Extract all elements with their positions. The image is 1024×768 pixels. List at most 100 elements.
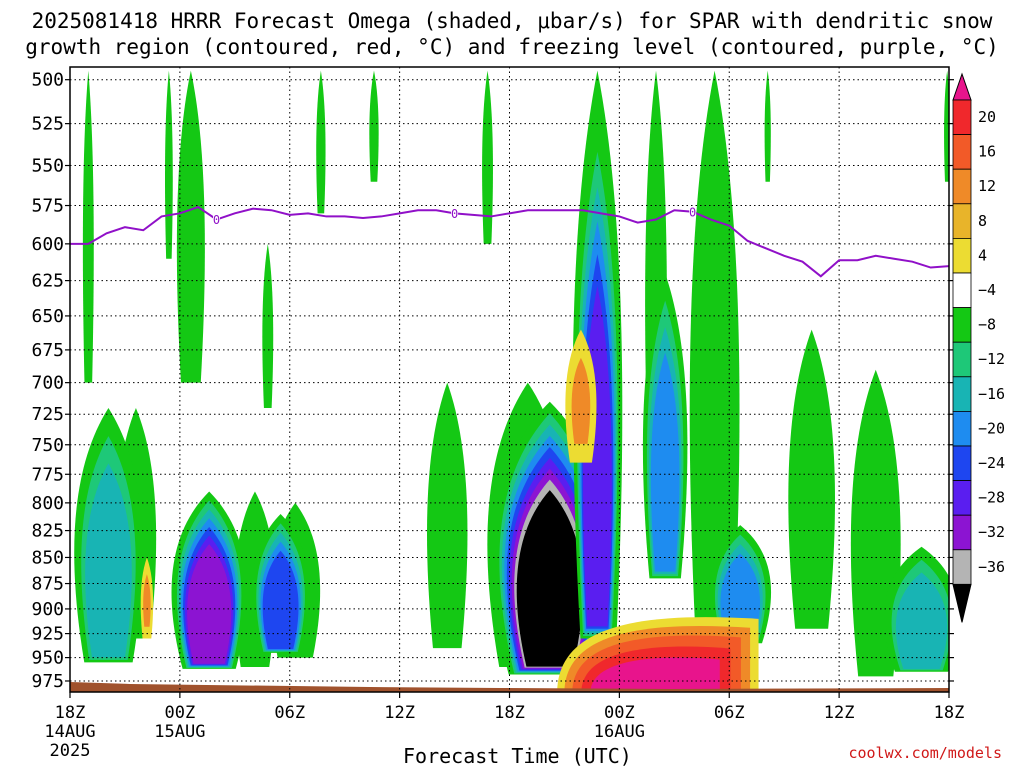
colorbar-band-0 (952, 99, 972, 135)
colorbar-band-1 (952, 134, 972, 170)
y-tick-label-800: 800 (31, 493, 64, 514)
x-tick-label-24: 18Z (494, 703, 525, 723)
weak-descent-4 (316, 70, 326, 214)
x-tick-date-30: 16AUG (594, 722, 645, 742)
colorbar-band-2 (952, 168, 972, 205)
title-line-2: growth region (contoured, red, °C) and f… (25, 35, 999, 59)
omega-shaded-field (74, 70, 949, 692)
colorbar: 20 16 12 8 4 −4 −8 −12 −16 −20 −24 −28 −32 −36 (952, 72, 1005, 623)
colorbar-band-7 (952, 341, 972, 378)
colorbar-band-4 (952, 237, 972, 274)
title-line-1: 2025081418 HRRR Forecast Omega (shaded, … (31, 9, 993, 33)
freezing-label-bg-0 (213, 214, 220, 226)
cell-east-band-2 (895, 572, 948, 670)
chart-title: 2025081418 HRRR Forecast Omega (shaded, … (0, 8, 1024, 60)
y-tick-label-750: 750 (31, 435, 64, 456)
weak-descent-0 (82, 70, 94, 383)
y-axis-ticks: 500 525 550 575 600 625 650 675 700 725 750 775 800 8… (31, 70, 954, 692)
colorbar-label-9: −20 (978, 419, 1005, 437)
x-tick-label-18: 12Z (384, 703, 415, 723)
y-tick-label-875: 875 (31, 574, 64, 595)
mid-ascent-inner (571, 357, 591, 444)
colorbar-band-10 (952, 445, 972, 481)
y-tick-label-500: 500 (31, 70, 64, 91)
colorbar-label-1: 16 (978, 143, 996, 161)
weak-descent-13 (944, 70, 949, 182)
weak-descent-1 (164, 70, 173, 259)
freezing-label-bg-2 (689, 206, 697, 218)
colorbar-label-5: −4 (978, 281, 996, 299)
freezing-level-label-2: 0 (689, 205, 696, 219)
freezing-level-contour: 0 0 0 (70, 205, 949, 278)
colorbar-band-3 (952, 203, 972, 239)
y-tick-label-525: 525 (31, 114, 64, 135)
colorbar-tip-bottom (952, 583, 972, 623)
cell-03z-band-3 (650, 352, 680, 572)
freezing-level-label-1: 0 (451, 207, 458, 221)
colorbar-label-0: 20 (978, 108, 996, 126)
x-axis-label: Forecast Time (UTC) (403, 744, 632, 768)
x-tick-label-48: 18Z (934, 703, 965, 723)
x-tick-label-6: 00Z (165, 703, 196, 723)
weak-descent-9 (689, 70, 740, 668)
freezing-label-bg-1 (451, 207, 459, 219)
weak-descent-10 (764, 70, 771, 182)
x-tick-label-0: 18Z (55, 703, 86, 723)
y-tick-label-975: 975 (31, 671, 64, 692)
colorbar-label-3: 8 (978, 212, 987, 230)
colorbar-tip-top (952, 72, 972, 101)
x-tick-label-42: 12Z (824, 703, 855, 723)
weak-descent-18 (427, 382, 468, 649)
y-tick-label-600: 600 (31, 234, 64, 255)
cell-06z-band-4 (262, 550, 299, 650)
cell-0z-band-6 (187, 544, 232, 664)
colorbar-label-12: −32 (978, 523, 1005, 541)
x-tick-date-0: 14AUG (44, 722, 95, 742)
left-ascent-inner (143, 574, 151, 627)
colorbar-label-10: −24 (978, 454, 1005, 472)
x-tick-date-6: 15AUG (154, 722, 205, 742)
weak-descent-6 (482, 70, 493, 244)
weak-descent-2 (176, 70, 205, 383)
colorbar-band-13 (952, 549, 972, 585)
y-tick-label-850: 850 (31, 547, 64, 568)
colorbar-band-11 (952, 480, 972, 516)
weak-descent-11 (788, 329, 836, 629)
colorbar-label-11: −28 (978, 489, 1005, 507)
colorbar-band-8 (952, 376, 972, 412)
y-tick-label-725: 725 (31, 404, 64, 425)
y-tick-label-925: 925 (31, 624, 64, 645)
x-tick-year-0: 2025 (50, 741, 91, 761)
colorbar-band-5 (952, 272, 972, 308)
y-tick-label-625: 625 (31, 271, 64, 292)
colorbar-band-6 (952, 307, 972, 343)
colorbar-label-6: −8 (978, 316, 996, 334)
y-tick-label-900: 900 (31, 599, 64, 620)
x-tick-label-30: 00Z (604, 703, 635, 723)
y-tick-label-950: 950 (31, 648, 64, 669)
colorbar-label-8: −16 (978, 385, 1005, 403)
colorbar-band-12 (952, 514, 972, 551)
y-tick-label-700: 700 (31, 373, 64, 394)
y-tick-label-675: 675 (31, 340, 64, 361)
weak-descent-5 (369, 70, 379, 182)
weak-descent-3 (262, 243, 274, 409)
y-tick-label-550: 550 (31, 156, 64, 177)
colorbar-label-2: 12 (978, 177, 996, 195)
colorbar-band-9 (952, 410, 972, 447)
freezing-level-label-0: 0 (213, 213, 220, 227)
x-tick-label-12: 06Z (274, 703, 305, 723)
x-tick-label-36: 06Z (714, 703, 745, 723)
y-tick-label-825: 825 (31, 521, 64, 542)
y-tick-label-775: 775 (31, 464, 64, 485)
colorbar-label-7: −12 (978, 350, 1005, 368)
colorbar-label-4: 4 (978, 246, 987, 264)
low-level-ascent-band-4 (590, 657, 720, 692)
y-tick-label-575: 575 (31, 196, 64, 217)
colorbar-label-13: −36 (978, 558, 1005, 576)
big-descent-black-band-8 (516, 490, 583, 667)
y-tick-label-650: 650 (31, 306, 64, 327)
source-credit: coolwx.com/models (848, 744, 1002, 762)
